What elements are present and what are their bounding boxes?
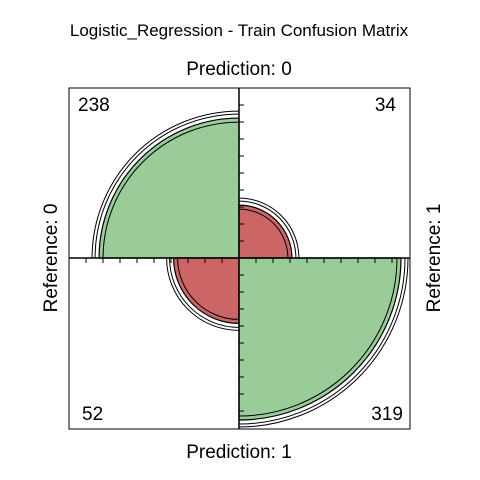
cell-label-top-left: 238 (78, 95, 110, 116)
wedge-top-left (98, 117, 240, 259)
confidence-ring-top-left-2 (91, 110, 240, 259)
confidence-ring-top-left-0 (102, 121, 240, 259)
chart-title: Logistic_Regression - Train Confusion Ma… (70, 21, 409, 40)
bottom-label: Prediction: 1 (186, 442, 292, 463)
confidence-ring-bottom-left-0 (177, 257, 240, 320)
confidence-ring-top-right-2 (238, 197, 300, 259)
confidence-ring-top-right-1 (238, 200, 297, 259)
confidence-ring-bottom-right-0 (238, 257, 398, 417)
cell-label-top-right: 34 (375, 95, 397, 116)
wedge-top-right (238, 204, 293, 259)
confidence-ring-bottom-right-1 (238, 257, 406, 425)
wedge-bottom-left (172, 257, 240, 325)
cell-label-bottom-right: 319 (371, 404, 403, 425)
wedge-layer (91, 110, 409, 428)
left-label: Reference: 0 (41, 204, 62, 313)
confidence-ring-top-right-0 (238, 208, 289, 259)
confidence-ring-bottom-left-1 (169, 257, 240, 328)
confidence-ring-bottom-right-2 (238, 257, 409, 428)
axis-ticks (85, 104, 393, 412)
top-label: Prediction: 0 (186, 59, 292, 80)
cell-label-bottom-left: 52 (82, 404, 103, 425)
wedge-bottom-right (238, 257, 402, 421)
confidence-ring-top-left-1 (94, 113, 240, 259)
confidence-ring-bottom-left-2 (166, 257, 240, 331)
right-label: Reference: 1 (424, 204, 445, 313)
